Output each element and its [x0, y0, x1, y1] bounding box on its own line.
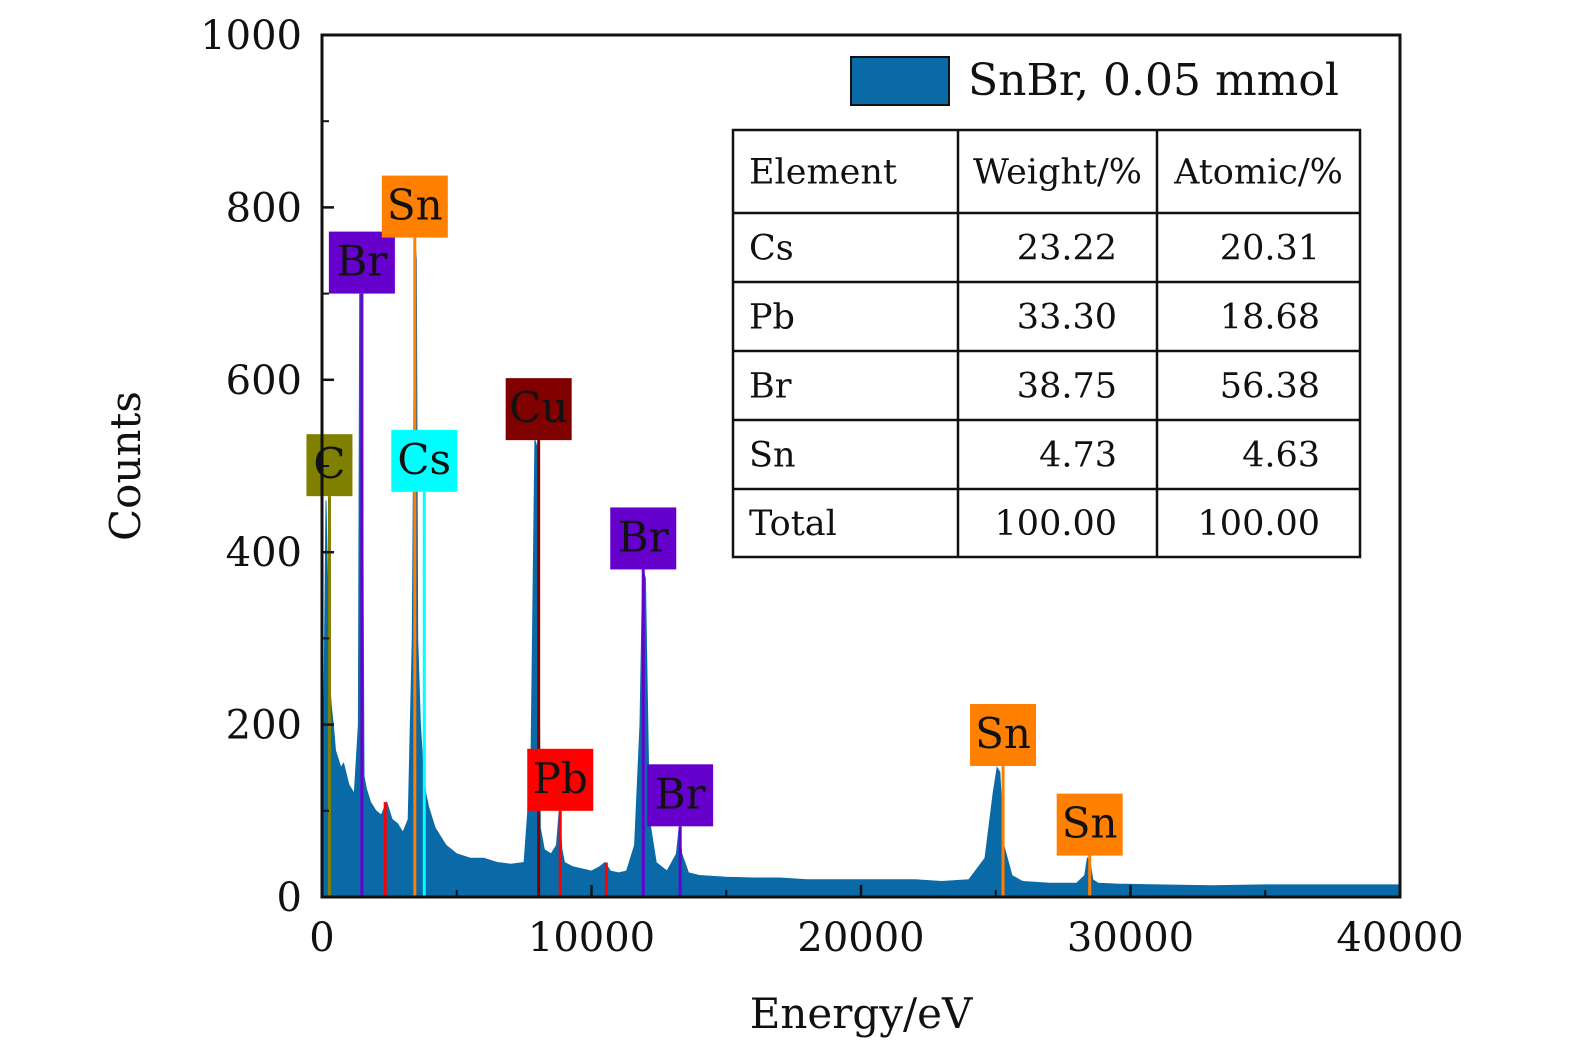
peak-label-box	[610, 507, 677, 570]
y-tick-label: 800	[226, 185, 302, 231]
table-cell: Cs	[749, 229, 794, 269]
table-cell: 38.75	[1017, 367, 1117, 407]
y-axis-title: Counts	[101, 391, 150, 541]
peak-label-box	[381, 175, 448, 238]
peak-label-text: Sn	[975, 709, 1031, 758]
x-tick-label: 20000	[797, 915, 924, 961]
table-frame	[731, 128, 1362, 559]
peak-label-text: Cs	[397, 435, 451, 484]
table-cell: 4.63	[1242, 436, 1320, 476]
peak-label-text: Sn	[1062, 799, 1118, 848]
axis-tick-layer: 0 10000 20000 30000 40000 0 200 400 600 800 1000	[200, 13, 1463, 961]
y-tick-label: 600	[226, 358, 302, 404]
table-cell: Br	[749, 367, 792, 407]
table-cell: 18.68	[1220, 298, 1320, 338]
legend-swatch	[850, 56, 950, 106]
x-tick-label: 30000	[1067, 915, 1194, 961]
x-tick-label: 0	[309, 915, 334, 961]
y-tick-label: 0	[277, 875, 302, 921]
table-cell: 56.38	[1220, 367, 1320, 407]
table-cell: 100.00	[1198, 504, 1320, 544]
peak-label-box	[970, 703, 1037, 766]
y-tick-label: 1000	[200, 13, 302, 59]
table-header-cell: Atomic/%	[1173, 153, 1343, 193]
table-cell: 4.73	[1039, 436, 1117, 476]
peak-label-text: Br	[336, 237, 388, 286]
x-axis-title: Energy/eV	[750, 989, 973, 1038]
peak-label-layer: C Br Br Br Sn Sn Sn Cs Cu Pb	[306, 175, 1123, 856]
peak-label-text: Sn	[387, 181, 443, 230]
peak-label-box	[1056, 793, 1123, 856]
peak-label-box	[391, 429, 458, 492]
peak-label-text: Pb	[533, 754, 588, 803]
legend: SnBr, 0.05 mmol	[850, 55, 1339, 106]
peak-label-box	[306, 434, 353, 497]
legend-label: SnBr, 0.05 mmol	[968, 55, 1339, 106]
y-tick-label: 400	[226, 530, 302, 576]
peak-label-text: Cu	[509, 383, 568, 432]
peak-label-box	[647, 764, 714, 827]
peak-label-box	[328, 231, 395, 294]
table-cell: 33.30	[1017, 298, 1117, 338]
composition-table: Element Weight/% Atomic/% Cs 23.22 20.31 Pb 33.…	[731, 128, 1362, 559]
peak-marker-layer	[327, 237, 1092, 897]
table-cell: Sn	[749, 436, 796, 476]
peak-label-box	[505, 378, 572, 441]
table-header-cell: Weight/%	[973, 153, 1142, 193]
table-cell: 100.00	[995, 504, 1117, 544]
x-tick-label: 10000	[528, 915, 655, 961]
table-cell: 23.22	[1017, 229, 1117, 269]
table-cell: Pb	[749, 298, 795, 338]
table-cell: Total	[749, 504, 837, 544]
peak-label-box	[527, 748, 594, 811]
peak-label-text: Br	[618, 512, 670, 561]
table-cell: 20.31	[1220, 229, 1320, 269]
table-header-cell: Element	[749, 153, 897, 193]
peak-label-text: C	[313, 439, 345, 488]
peak-label-text: Br	[655, 769, 707, 818]
y-tick-label: 200	[226, 703, 302, 749]
x-tick-label: 40000	[1336, 915, 1463, 961]
